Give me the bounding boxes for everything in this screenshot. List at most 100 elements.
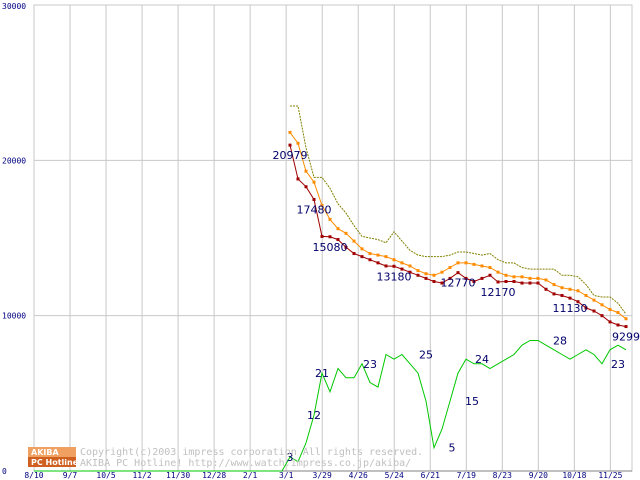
series-marker — [408, 264, 412, 268]
series-marker — [400, 261, 404, 265]
logo-box-bottom — [28, 457, 76, 467]
series-marker — [576, 300, 580, 304]
series-marker — [320, 234, 324, 238]
series-line-count — [34, 340, 627, 472]
series-marker — [536, 276, 540, 280]
series-marker — [504, 279, 508, 283]
series-marker — [560, 286, 564, 290]
y-tick-label: 20000 — [2, 156, 26, 165]
series-marker — [304, 169, 308, 173]
series-marker — [488, 266, 492, 270]
series-marker — [424, 276, 428, 280]
series-marker — [432, 279, 436, 283]
series-marker — [624, 317, 628, 321]
series-marker — [344, 231, 348, 235]
series-marker — [608, 307, 612, 311]
data-label: 11130 — [553, 302, 588, 315]
data-label: 9299 — [612, 331, 640, 344]
data-label: 21 — [315, 367, 329, 380]
x-tick-label: 7/19 — [457, 471, 476, 480]
series-marker — [552, 283, 556, 287]
series-marker — [392, 258, 396, 262]
x-tick-label: 12/28 — [202, 471, 226, 480]
copyright-text: Copyright(c)2003 impress corporation All… — [80, 447, 423, 458]
data-label: 3 — [287, 451, 294, 464]
series-marker — [480, 276, 484, 280]
series-marker — [624, 325, 628, 329]
data-label: 5 — [449, 442, 456, 455]
series-marker — [392, 264, 396, 268]
x-tick-label: 8/23 — [493, 471, 512, 480]
series-marker — [312, 180, 316, 184]
x-tick-label: 5/24 — [385, 471, 404, 480]
series-marker — [360, 247, 364, 251]
series-marker — [464, 276, 468, 280]
data-label: 12170 — [481, 286, 516, 299]
data-label: 23 — [611, 358, 625, 371]
y-tick-label: 0 — [2, 467, 7, 476]
series-lines — [34, 105, 628, 472]
data-label: 13180 — [377, 270, 412, 283]
series-marker — [328, 235, 332, 239]
series-marker — [320, 203, 324, 207]
data-label: 15 — [465, 395, 479, 408]
series-marker — [472, 279, 476, 283]
series-marker — [512, 279, 516, 283]
series-line-2 — [290, 105, 627, 315]
x-tick-label: 6/21 — [421, 471, 440, 480]
series-marker — [368, 258, 372, 262]
series-marker — [480, 264, 484, 268]
series-marker — [456, 261, 460, 265]
series-marker — [448, 266, 452, 270]
series-marker — [376, 253, 380, 257]
data-label: 12 — [307, 409, 321, 422]
data-label: 28 — [553, 335, 567, 348]
x-tick-label: 9/20 — [529, 471, 548, 480]
series-marker — [600, 303, 604, 307]
series-marker — [416, 269, 420, 273]
series-marker — [312, 197, 316, 201]
credit-text: AKIBA PC Hotline! http://www.watch.impre… — [80, 458, 411, 469]
series-line-0 — [289, 144, 627, 328]
series-marker — [384, 264, 388, 268]
x-tick-label: 11/30 — [166, 471, 190, 480]
x-tick-label: 2/1 — [243, 471, 258, 480]
series-marker — [416, 273, 420, 277]
x-axis-ticks: 8/10 9/7 10/5 11/2 11/30 12/28 2/1 3/1 3/29 4/26 5… — [24, 471, 622, 480]
y-tick-label: 30000 — [2, 2, 26, 11]
x-tick-label: 3/1 — [279, 471, 294, 480]
series-marker — [544, 287, 548, 291]
series-marker — [512, 275, 516, 279]
x-tick-label: 3/29 — [313, 471, 332, 480]
series-marker — [488, 273, 492, 277]
series-marker — [504, 273, 508, 277]
series-marker — [424, 272, 428, 276]
series-marker — [472, 262, 476, 266]
series-marker — [328, 217, 332, 221]
series-marker — [520, 275, 524, 279]
series-marker — [496, 280, 500, 284]
series-marker — [464, 261, 468, 265]
series-marker — [456, 271, 460, 275]
footer: AKIBA PC Hotline! Copyright(c)2003 impre… — [28, 447, 423, 469]
series-marker — [560, 293, 564, 297]
series-marker — [400, 267, 404, 271]
series-marker — [600, 314, 604, 318]
series-marker — [576, 289, 580, 293]
series-marker — [568, 296, 572, 300]
series-marker — [552, 292, 556, 296]
series-marker — [432, 273, 436, 277]
series-marker — [584, 293, 588, 297]
series-marker — [344, 245, 348, 249]
series-marker — [440, 270, 444, 274]
series-marker — [336, 227, 340, 231]
data-labels: 20979 17480 15080 13180 12770 12170 11130 9299 3… — [273, 149, 640, 464]
series-marker — [440, 281, 444, 285]
data-label: 25 — [419, 349, 433, 362]
series-marker — [376, 261, 380, 265]
x-tick-label: 9/7 — [63, 471, 78, 480]
series-marker — [544, 278, 548, 282]
data-label: 24 — [475, 353, 489, 366]
series-marker — [536, 281, 540, 285]
